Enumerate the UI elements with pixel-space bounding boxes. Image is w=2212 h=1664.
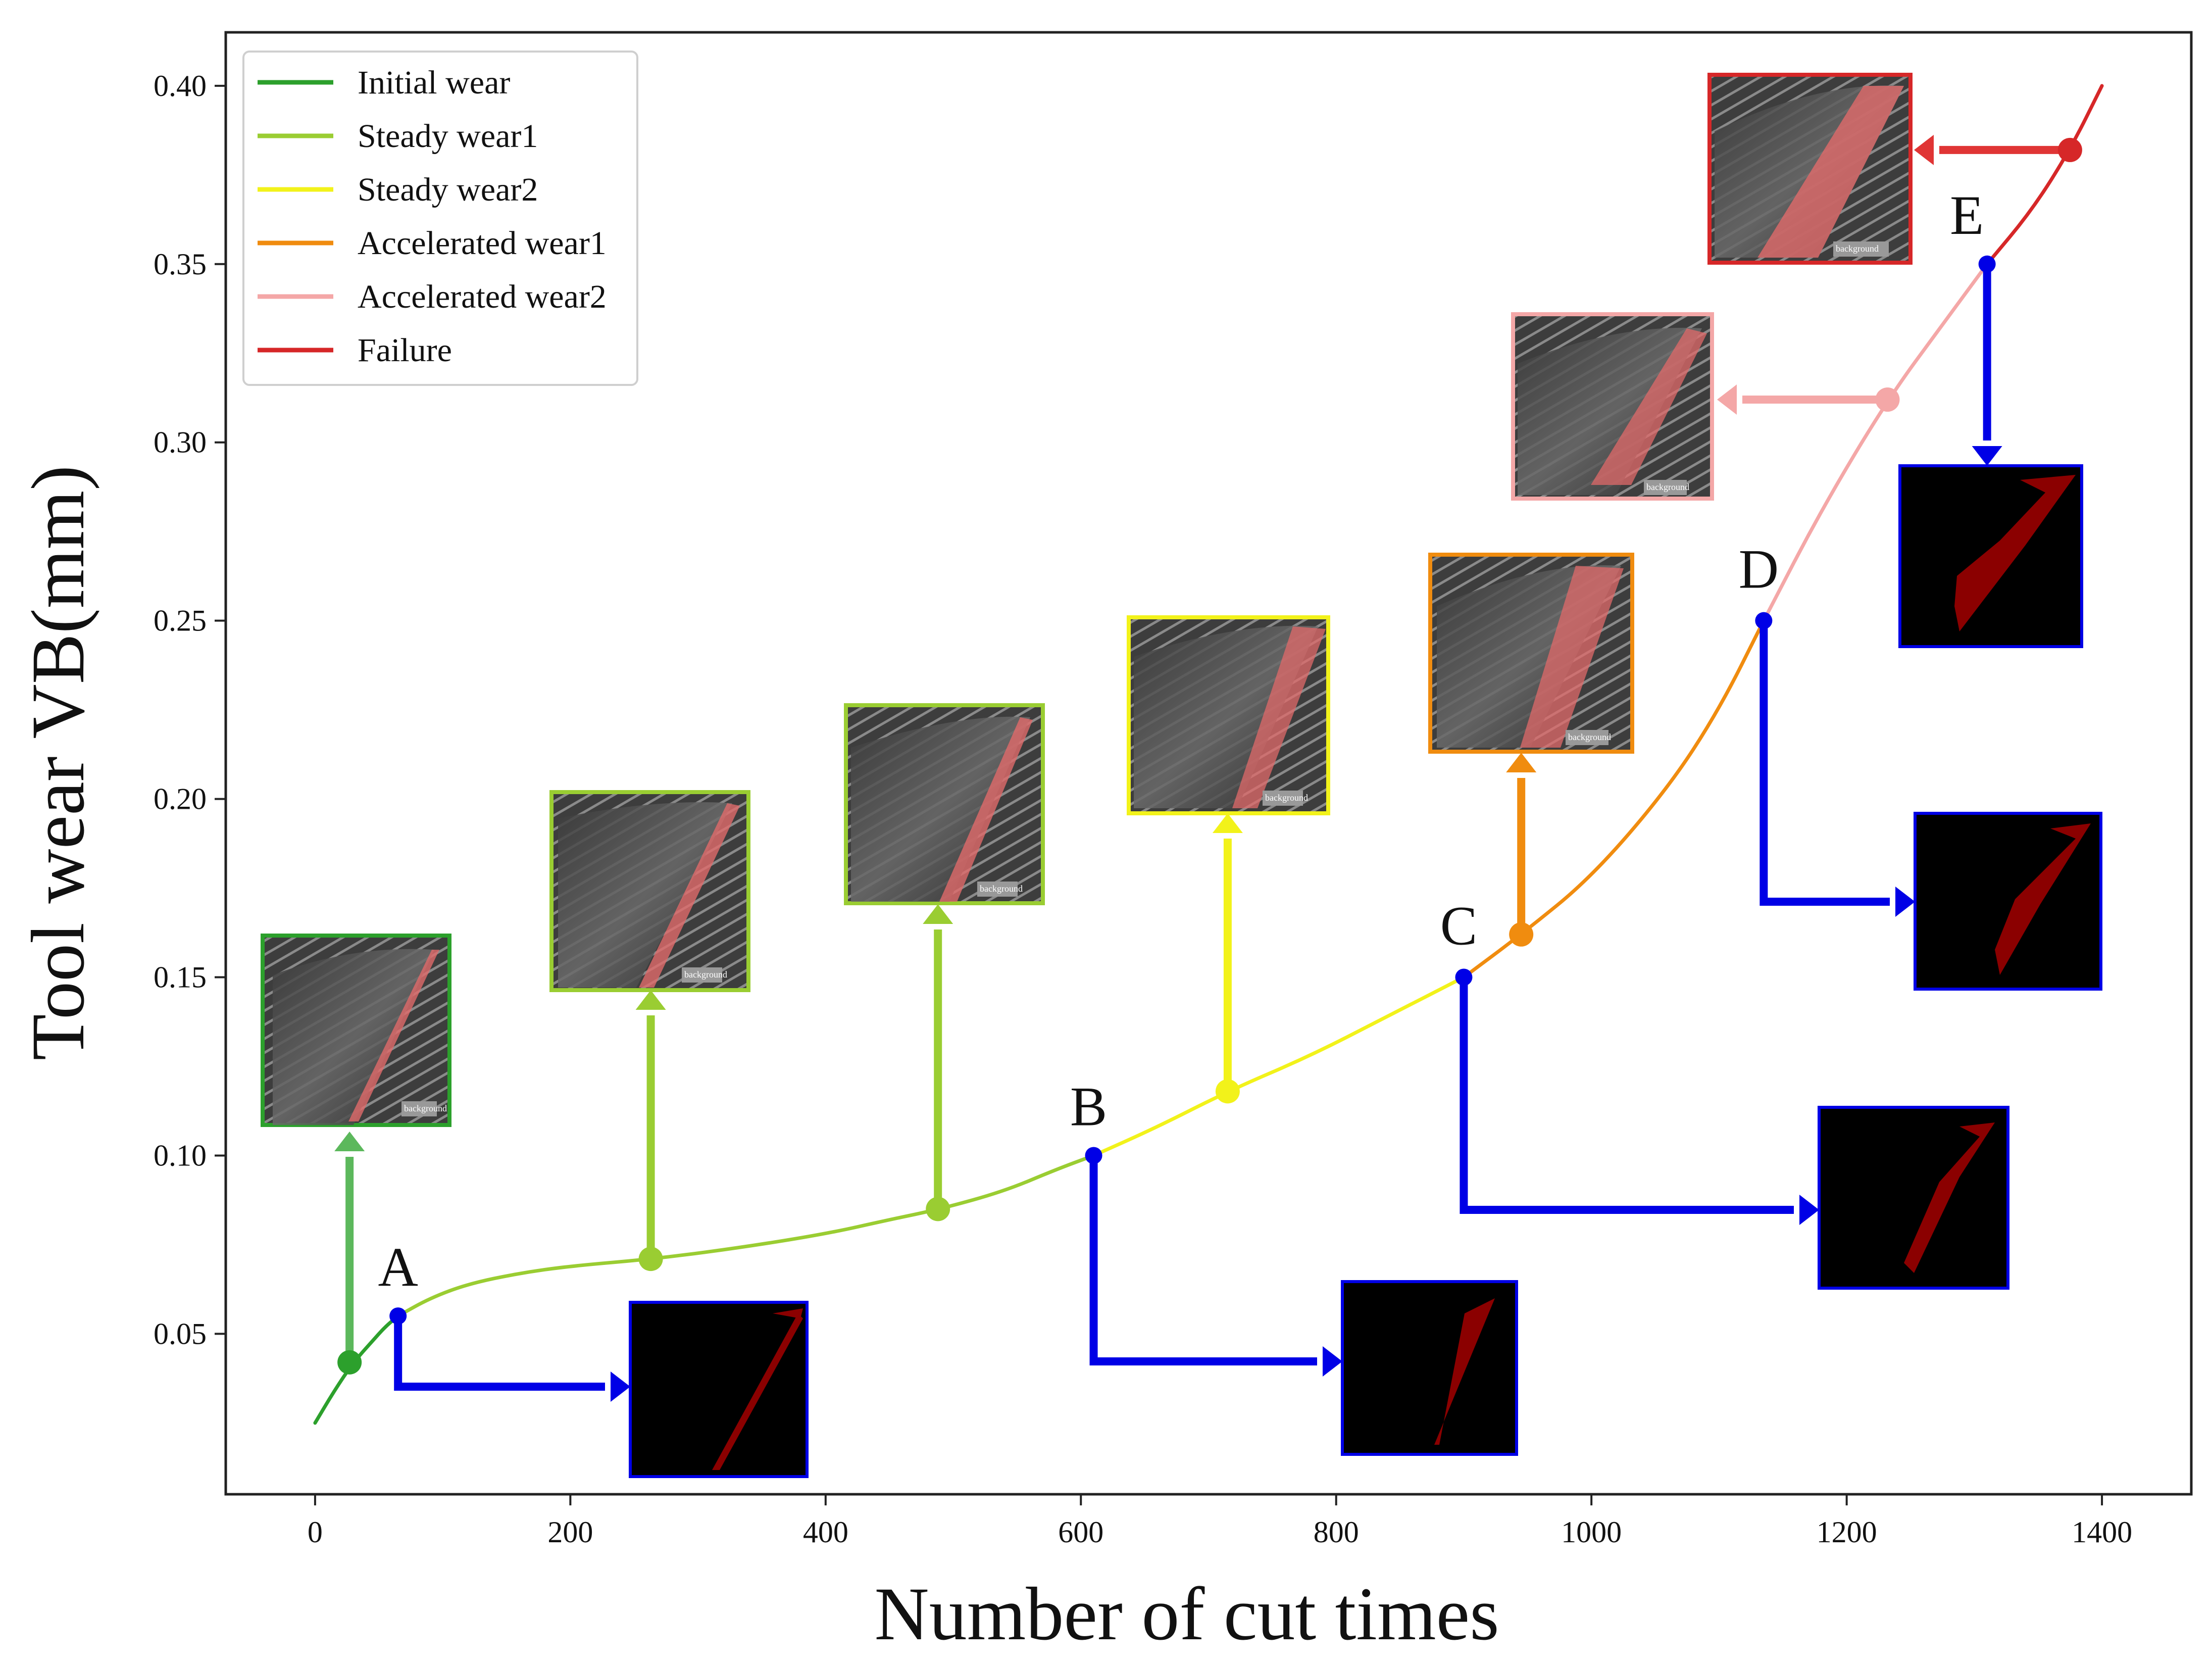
mask-image-a	[629, 1301, 809, 1478]
y-tick-label: 0.20	[154, 782, 207, 816]
image-legend-text: background	[1568, 732, 1611, 742]
legend-label: Initial wear	[358, 64, 510, 101]
mask-image-b	[1341, 1280, 1518, 1456]
image-legend-text: background	[1646, 482, 1689, 492]
y-tick-label: 0.30	[154, 426, 207, 459]
image-legend-text: background	[980, 884, 1023, 894]
arrow-head	[1506, 753, 1537, 772]
legend-label: Failure	[358, 332, 452, 369]
annotation-label-b: B	[1070, 1075, 1107, 1137]
raw-image-steady-wear1-b: background	[844, 703, 1045, 905]
arrow-head	[1799, 1195, 1819, 1225]
annotation-point	[1978, 255, 1996, 273]
legend-label: Accelerated wear2	[358, 278, 607, 315]
annotation-label-a: A	[378, 1236, 418, 1298]
x-tick-label: 0	[308, 1515, 323, 1549]
x-tick-label: 800	[1314, 1515, 1359, 1549]
y-tick-label: 0.15	[154, 961, 207, 994]
segmentation-arrow-line	[394, 1316, 605, 1391]
annotation-label-e: E	[1950, 184, 1984, 246]
arrow-head	[635, 990, 666, 1010]
annotation-point	[1085, 1147, 1102, 1164]
arrow-head	[923, 904, 953, 924]
annotation-label-d: D	[1739, 539, 1779, 600]
raw-image-accelerated-wear1: background	[1428, 553, 1634, 754]
x-tick-label: 1000	[1561, 1515, 1622, 1549]
stage-marker	[1875, 387, 1900, 412]
series-failure	[1985, 84, 2104, 266]
image-legend-text: background	[1836, 243, 1879, 254]
legend-label: Accelerated wear1	[358, 225, 607, 262]
y-axis-ticks: 0.05 0.10 0.15 0.20 0.25 0.30 0.35 0.40	[154, 69, 226, 1350]
segmentation-arrow-line	[1460, 977, 1794, 1214]
stage-marker	[926, 1197, 950, 1221]
segmentation-mask-images	[629, 464, 2102, 1478]
image-legend-text: background	[404, 1103, 447, 1113]
arrow-head	[1212, 813, 1243, 833]
arrow-head	[611, 1372, 630, 1402]
legend: Initial wear Steady wear1 Steady wear2 Acce…	[242, 51, 638, 386]
annotation-label-c: C	[1440, 895, 1477, 957]
mask-image-c	[1818, 1106, 2009, 1290]
arrows	[334, 134, 2070, 1402]
annotation-point	[389, 1307, 407, 1325]
x-axis-label: Number of cut times	[874, 1572, 1499, 1656]
y-tick-label: 0.40	[154, 69, 207, 103]
series-steady-wear2	[1092, 975, 1466, 1157]
arrow-head	[334, 1132, 365, 1151]
raw-wear-images: background background background backgro…	[261, 73, 1913, 1127]
legend-label: Steady wear2	[358, 171, 538, 208]
plot-frame	[224, 31, 2193, 1496]
x-tick-label: 1400	[2072, 1515, 2132, 1549]
annotation-point	[1455, 968, 1473, 986]
arrow-head	[1717, 384, 1737, 415]
x-tick-label: 1200	[1817, 1515, 1877, 1549]
x-axis-ticks: 0 200 400 600 800 1000 1200 1400	[308, 1494, 2132, 1549]
series-steady-wear1	[396, 1153, 1096, 1318]
segmentation-arrow-line	[1089, 1155, 1317, 1365]
raw-image-initial-wear: background	[261, 934, 451, 1127]
y-axis-label: Tool wear VB(mm)	[16, 465, 100, 1060]
raw-image-steady-wear1-a: background	[549, 790, 750, 992]
point-annotations: A B C D E	[378, 184, 1996, 1325]
stage-marker	[2057, 137, 2082, 162]
mask-image-d	[1914, 812, 2102, 991]
stage-marker	[1509, 922, 1534, 947]
x-tick-label: 600	[1058, 1515, 1103, 1549]
mask-image-e	[1898, 464, 2083, 648]
stage-marker	[337, 1350, 362, 1375]
series-accelerated-wear2	[1762, 262, 1989, 623]
arrow-head	[1323, 1346, 1342, 1377]
x-tick-label: 200	[547, 1515, 593, 1549]
y-tick-label: 0.05	[154, 1317, 207, 1350]
raw-image-steady-wear2: background	[1127, 615, 1330, 815]
image-legend-text: background	[1265, 793, 1308, 803]
arrow-head	[1914, 134, 1934, 165]
stage-marker	[1215, 1079, 1240, 1104]
annotation-point	[1755, 612, 1773, 629]
y-tick-label: 0.25	[154, 604, 207, 638]
raw-image-accelerated-wear2: background	[1511, 312, 1714, 501]
arrow-head	[1972, 446, 2002, 466]
arrow-head	[1895, 887, 1915, 917]
segmentation-arrow-line	[1759, 620, 1890, 906]
y-tick-label: 0.35	[154, 248, 207, 281]
stage-markers	[337, 137, 2082, 1375]
legend-box	[242, 51, 638, 386]
x-tick-label: 400	[803, 1515, 848, 1549]
raw-image-failure: background	[1707, 73, 1913, 265]
series-accelerated-wear1	[1462, 619, 1766, 980]
stage-marker	[638, 1247, 663, 1271]
y-tick-label: 0.10	[154, 1139, 207, 1172]
legend-label: Steady wear1	[358, 118, 538, 155]
image-legend-text: background	[684, 969, 727, 980]
